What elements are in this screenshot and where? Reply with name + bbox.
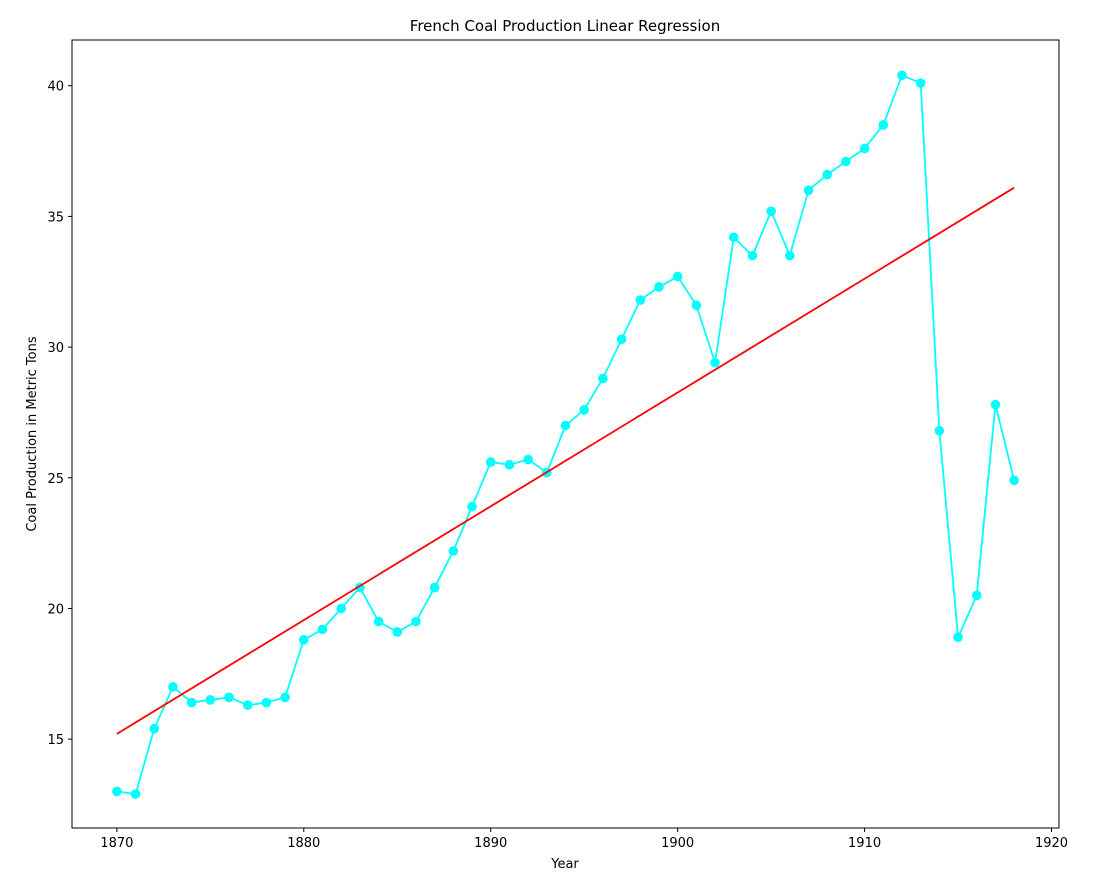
- data-point: [317, 624, 328, 635]
- data-point: [298, 635, 309, 645]
- x-tick-label: 1870: [100, 836, 133, 851]
- data-point: [429, 582, 440, 593]
- data-point: [523, 454, 533, 465]
- data-point: [373, 616, 384, 627]
- plot-area: [112, 70, 1019, 799]
- chart-title: French Coal Production Linear Regression: [410, 17, 720, 35]
- data-point: [897, 70, 907, 81]
- data-point: [392, 627, 403, 637]
- y-tick-label: 20: [47, 602, 64, 617]
- data-point: [859, 143, 870, 154]
- data-point: [728, 232, 739, 243]
- x-tick-label: 1890: [474, 836, 507, 851]
- data-point: [672, 271, 683, 282]
- data-point: [654, 282, 664, 292]
- data-point: [242, 700, 253, 710]
- regression-line: [116, 186, 1015, 735]
- data-point: [822, 169, 833, 180]
- data-point: [691, 300, 702, 311]
- data-point: [560, 420, 571, 431]
- production-line: [116, 74, 1016, 796]
- data-point: [224, 692, 234, 703]
- data-point: [635, 295, 646, 305]
- y-tick-label: 35: [47, 210, 64, 225]
- data-point: [448, 546, 459, 556]
- data-point: [616, 334, 627, 345]
- data-point: [485, 457, 496, 467]
- data-point: [467, 501, 477, 512]
- data-point: [1009, 475, 1019, 486]
- data-point: [915, 78, 926, 88]
- data-point: [186, 697, 197, 708]
- data-point: [990, 399, 1001, 410]
- data-point: [579, 405, 589, 415]
- data-point: [803, 185, 814, 196]
- data-point: [766, 206, 776, 216]
- data-point: [411, 616, 421, 627]
- data-point: [953, 632, 963, 643]
- data-point: [280, 692, 290, 703]
- data-point: [149, 723, 160, 734]
- data-point: [130, 789, 141, 799]
- data-point: [841, 156, 851, 167]
- x-axis: 1870 1880 1890 1900 1910 1920: [100, 828, 1068, 851]
- data-point: [336, 603, 346, 614]
- x-tick-label: 1880: [287, 836, 320, 851]
- data-point: [785, 250, 795, 261]
- data-point: [878, 120, 889, 130]
- data-point: [747, 250, 758, 261]
- y-tick-label: 30: [47, 341, 64, 356]
- x-tick-label: 1900: [661, 836, 694, 851]
- data-point: [504, 459, 515, 470]
- y-tick-label: 25: [47, 472, 64, 487]
- x-tick-label: 1920: [1035, 836, 1068, 851]
- axes-frame: [71, 39, 1060, 829]
- x-axis-label: Year: [550, 857, 579, 872]
- y-axis: 15 20 25 30 35 40: [47, 80, 72, 748]
- data-point: [971, 590, 982, 601]
- data-point: [710, 357, 720, 368]
- x-tick-label: 1910: [848, 836, 881, 851]
- y-tick-label: 40: [47, 80, 64, 95]
- data-point: [934, 425, 945, 436]
- data-point: [598, 373, 608, 384]
- data-point: [168, 682, 178, 692]
- data-point: [205, 695, 216, 705]
- data-point: [112, 786, 122, 797]
- data-point: [261, 697, 272, 708]
- y-axis-label: Coal Production in Metric Tons: [25, 336, 40, 531]
- y-tick-label: 15: [47, 733, 64, 748]
